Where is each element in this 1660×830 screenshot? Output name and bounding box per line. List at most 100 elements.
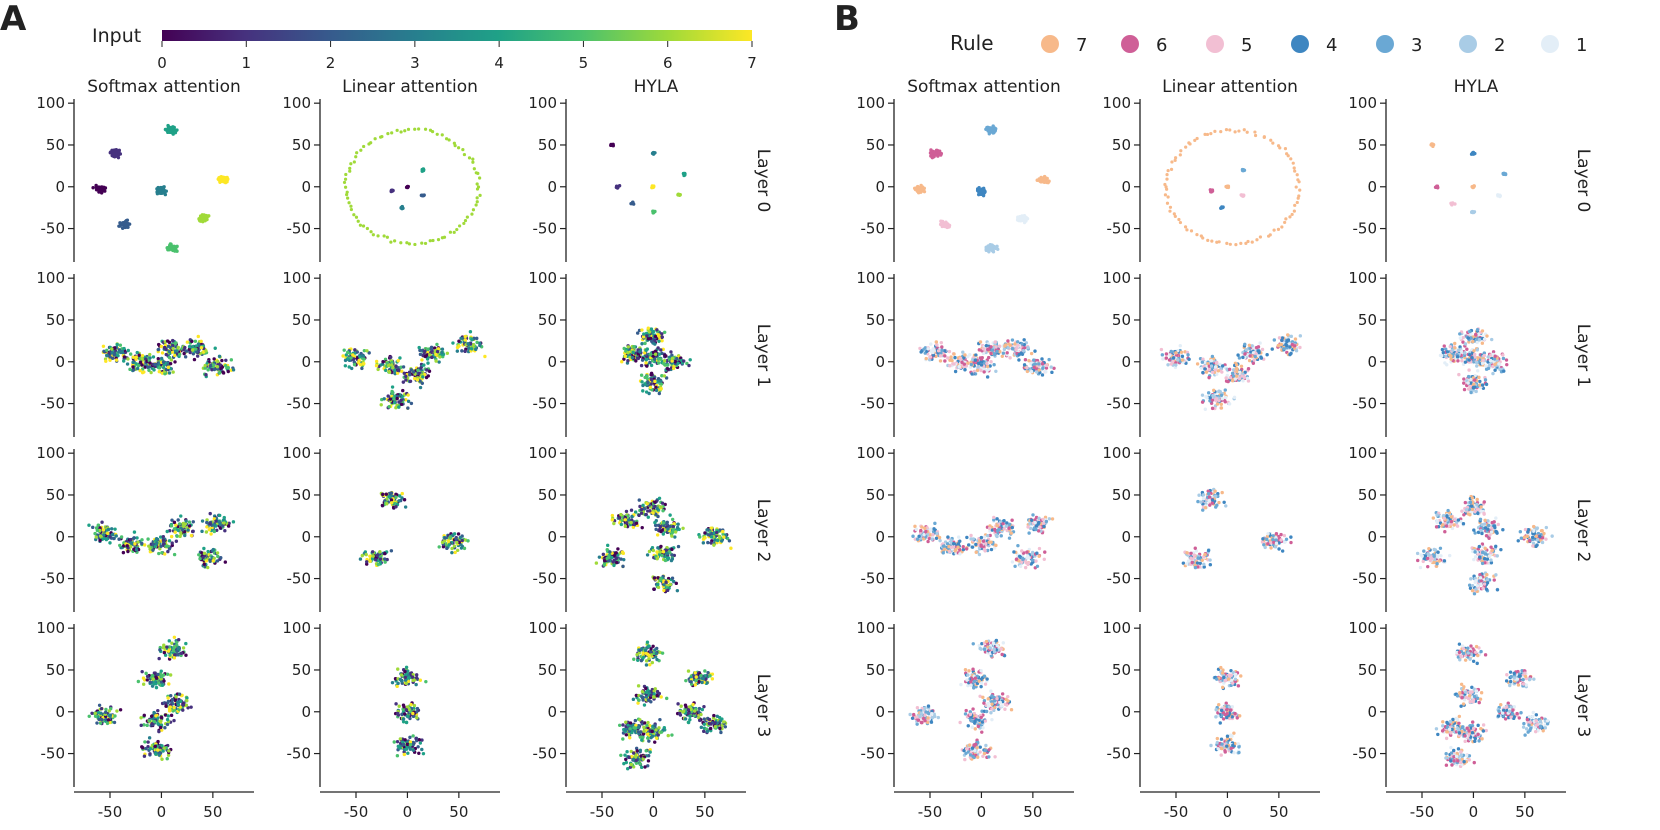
y-tick-label: -50 <box>533 570 558 588</box>
scatter-point <box>173 342 177 346</box>
scatter-point <box>171 648 176 653</box>
scatter-point <box>474 203 478 207</box>
scatter-point <box>179 531 183 535</box>
scatter-point <box>1001 351 1006 355</box>
scatter-point <box>442 235 447 239</box>
scatter-point <box>108 151 112 155</box>
scatter-point <box>154 752 158 756</box>
scatter-point <box>943 354 947 358</box>
scatter-point <box>367 142 371 146</box>
scatter-point <box>445 351 450 356</box>
scatter-point <box>213 346 217 350</box>
scatter-point <box>434 359 438 363</box>
y-tick-label: -50 <box>287 570 312 588</box>
scatter-point <box>112 351 117 355</box>
scatter-point <box>619 753 623 757</box>
y-tick-label: 50 <box>46 311 65 329</box>
scatter-point <box>212 523 216 527</box>
scatter-point <box>176 647 180 651</box>
scatter-point <box>406 127 411 131</box>
scatter-point <box>651 209 655 213</box>
scatter-point <box>646 515 650 519</box>
scatter-point <box>412 703 417 708</box>
scatter-point <box>395 739 400 744</box>
scatter-point <box>676 361 680 365</box>
scatter-point <box>152 368 156 372</box>
scatter-point <box>653 687 657 691</box>
scatter-point <box>475 182 479 186</box>
legend-label-rule-1: 1 <box>1576 35 1587 56</box>
scatter-point <box>651 151 655 155</box>
scatter-point <box>98 721 103 725</box>
scatter-point <box>936 349 941 353</box>
scatter-point <box>155 192 160 196</box>
y-tick-label: 50 <box>46 136 65 154</box>
scatter-point <box>152 710 156 715</box>
y-tick-label: 50 <box>46 486 65 504</box>
scatter-point <box>686 708 691 712</box>
scatter-point <box>395 684 399 689</box>
scatter-point <box>935 343 939 347</box>
scatter-point <box>992 353 997 357</box>
scatter-point <box>173 360 177 364</box>
scatter-point <box>470 212 474 216</box>
scatter-point <box>118 708 123 712</box>
scatter-point <box>474 347 478 352</box>
scatter-point <box>153 744 158 749</box>
scatter-point <box>117 148 122 153</box>
scatter-point <box>419 366 423 370</box>
scatter-point <box>657 352 662 356</box>
scatter-point <box>646 380 650 385</box>
scatter-point <box>167 547 172 551</box>
scatter-point <box>222 521 226 525</box>
scatter-point <box>170 350 175 354</box>
scatter-point <box>647 739 651 743</box>
scatter-point <box>670 517 675 522</box>
scatter-point <box>160 351 165 355</box>
scatter-point <box>164 367 168 372</box>
scatter-point <box>171 346 175 351</box>
scatter-point <box>391 189 395 193</box>
scatter-point <box>202 562 206 566</box>
scatter-point <box>159 544 163 549</box>
scatter-point <box>231 520 236 524</box>
scatter-point <box>708 674 712 678</box>
scatter-point <box>444 137 449 141</box>
scatter-point <box>652 576 657 580</box>
scatter-point <box>390 501 394 505</box>
scatter-point <box>666 556 671 560</box>
scatter-point <box>655 657 659 662</box>
scatter-point <box>135 536 139 540</box>
scatter-point <box>166 130 170 134</box>
y-tick-label: 100 <box>856 94 885 112</box>
scatter-point <box>171 125 175 129</box>
scatter-point <box>215 559 220 563</box>
scatter-point <box>382 234 386 238</box>
scatter-point <box>203 363 207 368</box>
scatter-point <box>635 331 640 335</box>
scatter-point <box>662 588 666 593</box>
scatter-point <box>172 635 177 639</box>
scatter-point <box>953 369 958 374</box>
scatter-point <box>173 653 177 657</box>
scatter-point <box>970 372 974 376</box>
scatter-point <box>1033 349 1037 353</box>
scatter-point <box>217 176 221 180</box>
scatter-point <box>659 544 663 549</box>
scatter-point <box>1013 342 1017 346</box>
scatter-point <box>628 727 632 731</box>
scatter-point <box>137 353 141 357</box>
scatter-point <box>688 718 692 722</box>
scatter-point <box>415 706 420 711</box>
y-tick-label: -50 <box>287 745 312 763</box>
scatter-point <box>126 225 130 229</box>
scatter-point <box>376 367 380 372</box>
scatter-point <box>215 365 220 369</box>
scatter-point <box>374 364 379 368</box>
scatter-point <box>176 345 180 350</box>
scatter-point <box>134 357 138 361</box>
scatter-point <box>919 350 923 354</box>
scatter-point <box>139 723 143 728</box>
scatter-point <box>87 714 91 718</box>
